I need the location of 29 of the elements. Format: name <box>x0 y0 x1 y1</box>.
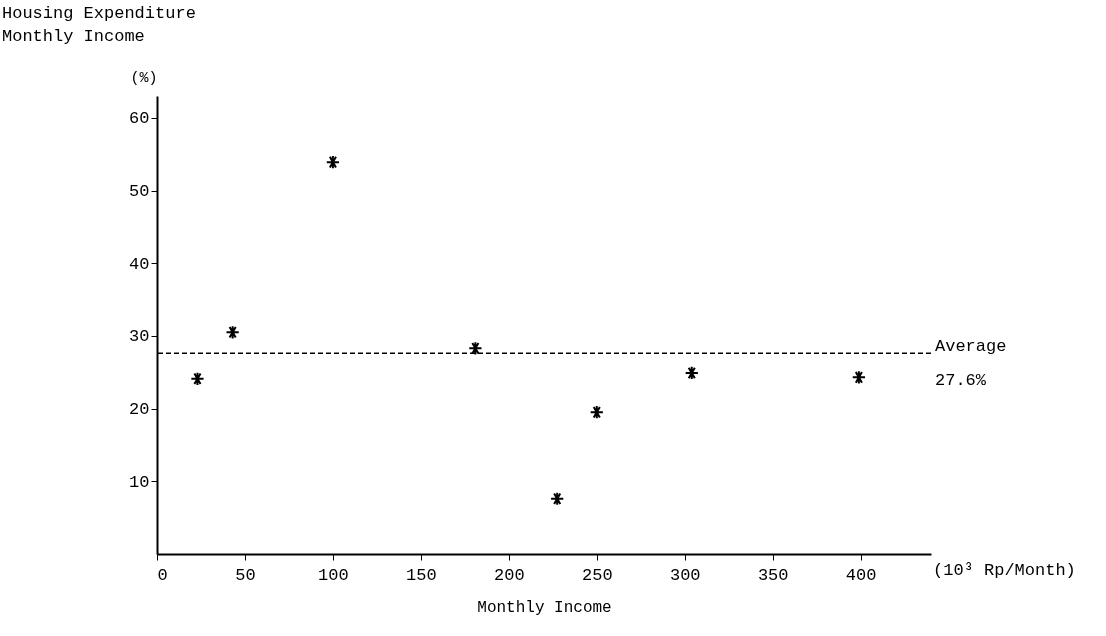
y-tick-label: 30 <box>129 327 150 347</box>
y-axis-title: (%) <box>130 69 158 87</box>
x-tick-label: 350 <box>757 565 789 585</box>
x-tick-label: 50 <box>235 565 256 585</box>
point <box>325 155 341 170</box>
y-tick-label: 40 <box>129 254 150 274</box>
point <box>589 405 604 420</box>
y-tick-label: 10 <box>129 472 150 492</box>
point <box>225 325 240 340</box>
x-tick-label: 250 <box>581 565 613 585</box>
x-tick-label: 100 <box>318 565 349 585</box>
text: (10³ Rp/Month) <box>933 561 1076 580</box>
point <box>550 491 565 506</box>
ref-line-label: Average 27.6% <box>935 337 1007 391</box>
y-tick-label: 60 <box>129 109 150 129</box>
chart-subtitle: Monthly Income <box>2 27 145 46</box>
point <box>190 371 205 386</box>
x-axis-title: Monthly Income <box>477 598 612 617</box>
point <box>851 370 866 385</box>
point <box>684 365 699 381</box>
x-tick-label: 300 <box>669 565 701 585</box>
x-tick-label: 400 <box>845 565 877 585</box>
y-tick-label: 20 <box>129 400 150 420</box>
chart-title: Housing Expenditure <box>2 4 196 23</box>
point <box>468 341 483 356</box>
y-tick-label: 50 <box>129 182 150 202</box>
x-tick-label: 0 <box>157 565 168 585</box>
x-tick-label: 200 <box>494 565 525 585</box>
x-tick-label: 150 <box>406 565 437 585</box>
